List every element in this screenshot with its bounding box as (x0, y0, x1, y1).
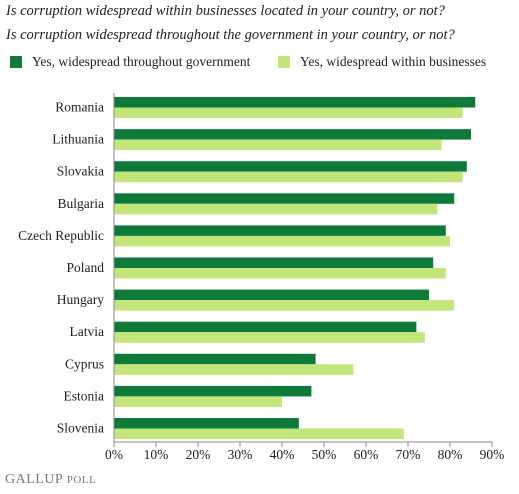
legend-item-government: Yes, widespread throughout government (10, 54, 250, 70)
category-label: Estonia (64, 388, 105, 403)
gallup-poll-logo: GALLUP POLL (5, 472, 96, 488)
bar-businesses (114, 364, 354, 375)
bar-businesses (114, 203, 438, 215)
bar-businesses (114, 171, 463, 183)
bar-government (114, 161, 467, 172)
category-label: Slovakia (57, 164, 104, 179)
legend-swatch-government (10, 56, 22, 68)
bar-businesses (114, 300, 455, 311)
bar-government (114, 321, 417, 333)
brand-gallup: GALLUP (5, 472, 63, 487)
category-label: Cyprus (65, 356, 104, 371)
x-tick-label: 20% (186, 447, 211, 462)
category-label: Hungary (57, 292, 104, 307)
x-tick-label: 40% (270, 447, 295, 462)
bar-government (114, 129, 471, 140)
x-tick-label: 50% (312, 447, 337, 462)
category-label: Latvia (70, 324, 104, 339)
bar-government (114, 353, 316, 365)
x-tick-label: 90% (480, 447, 505, 462)
chart-title-line-1: Is corruption widespread within business… (6, 3, 445, 19)
category-label: Czech Republic (18, 228, 104, 243)
bar-businesses (114, 396, 282, 407)
bar-businesses (114, 268, 446, 279)
bar-government (114, 97, 476, 108)
x-tick-label: 80% (438, 447, 463, 462)
category-label: Poland (66, 260, 104, 275)
x-tick-label: 30% (228, 447, 253, 462)
category-label: Lithuania (52, 132, 104, 147)
bar-government (114, 193, 455, 204)
bar-businesses (114, 428, 404, 439)
category-label: Bulgaria (58, 196, 105, 211)
legend-label-government: Yes, widespread throughout government (32, 54, 251, 69)
chart-title-line-2: Is corruption widespread throughout the … (6, 27, 455, 43)
bar-businesses (114, 235, 450, 247)
bar-businesses (114, 332, 425, 343)
category-label: Slovenia (57, 421, 104, 436)
bar-government (114, 418, 299, 429)
x-tick-label: 70% (396, 447, 421, 462)
legend-label-businesses: Yes, widespread within businesses (300, 54, 487, 69)
bar-government (114, 385, 312, 397)
x-tick-label: 10% (144, 447, 169, 462)
legend-swatch-businesses (278, 56, 290, 68)
legend-item-businesses: Yes, widespread within businesses (278, 54, 486, 70)
bar-government (114, 289, 429, 301)
bar-businesses (114, 139, 442, 151)
x-tick-label: 60% (354, 447, 379, 462)
bar-businesses (114, 107, 463, 118)
brand-poll: POLL (66, 474, 97, 486)
x-tick-label: 0% (105, 447, 123, 462)
category-label: Romania (55, 100, 104, 115)
bar-government (114, 257, 434, 268)
bar-government (114, 225, 446, 236)
